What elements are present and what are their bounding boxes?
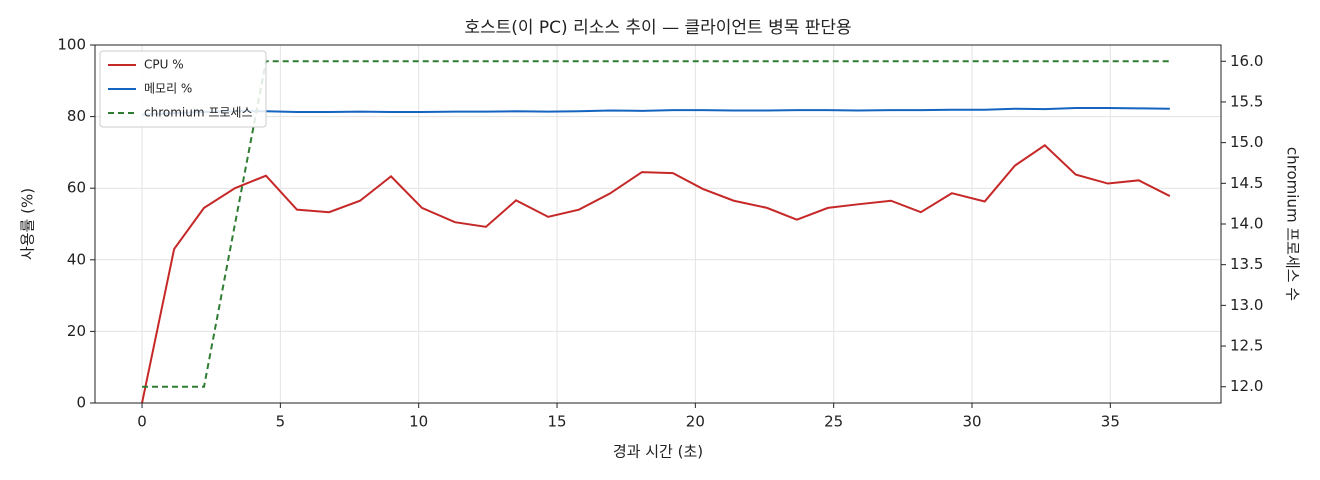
y2-tick-label: 16.0 <box>1230 52 1263 70</box>
x-tick-label: 10 <box>409 413 428 431</box>
legend: CPU % 메모리 % chromium 프로세스 <box>99 50 267 128</box>
y2-tick-label: 14.5 <box>1230 174 1263 192</box>
x-tick-label: 30 <box>962 413 981 431</box>
y-tick-label: 40 <box>67 250 86 268</box>
series-line <box>141 143 1171 404</box>
plot-frame <box>94 44 1222 404</box>
x-tick-label: 20 <box>686 413 705 431</box>
x-tick-label: 5 <box>276 413 286 431</box>
chart-title: 호스트(이 PC) 리소스 추이 — 클라이언트 병목 판단용 <box>464 18 851 38</box>
y-tick-label: 0 <box>76 394 86 412</box>
y2-tick-label: 15.5 <box>1230 92 1263 110</box>
y-axis-label: 사용률 (%) <box>19 188 37 260</box>
y2-tick-label: 12.5 <box>1230 337 1263 355</box>
series-line <box>141 107 1170 116</box>
y-tick-label: 100 <box>57 36 86 54</box>
x-axis-label: 경과 시간 (초) <box>613 443 703 461</box>
x-tick-label: 25 <box>824 413 843 431</box>
y2-tick-label: 12.0 <box>1230 377 1263 395</box>
y2-tick-label: 14.0 <box>1230 215 1263 233</box>
legend-label: CPU % <box>144 58 184 72</box>
y2-tick-label: 13.5 <box>1230 255 1263 273</box>
x-tick-label: 0 <box>137 413 147 431</box>
x-tick-label: 15 <box>547 413 566 431</box>
y-tick-label: 60 <box>67 179 86 197</box>
x-tick-label: 35 <box>1101 413 1120 431</box>
y2-tick-label: 15.0 <box>1230 133 1263 151</box>
legend-label: chromium 프로세스 <box>144 106 253 120</box>
y-tick-label: 20 <box>67 322 86 340</box>
y2-axis-label: chromium 프로세스 수 <box>1284 147 1302 301</box>
series-line <box>142 60 1170 388</box>
y2-tick-label: 13.0 <box>1230 296 1263 314</box>
legend-label: 메모리 % <box>144 82 192 96</box>
y-tick-label: 80 <box>67 107 86 125</box>
legend-box <box>99 50 267 128</box>
